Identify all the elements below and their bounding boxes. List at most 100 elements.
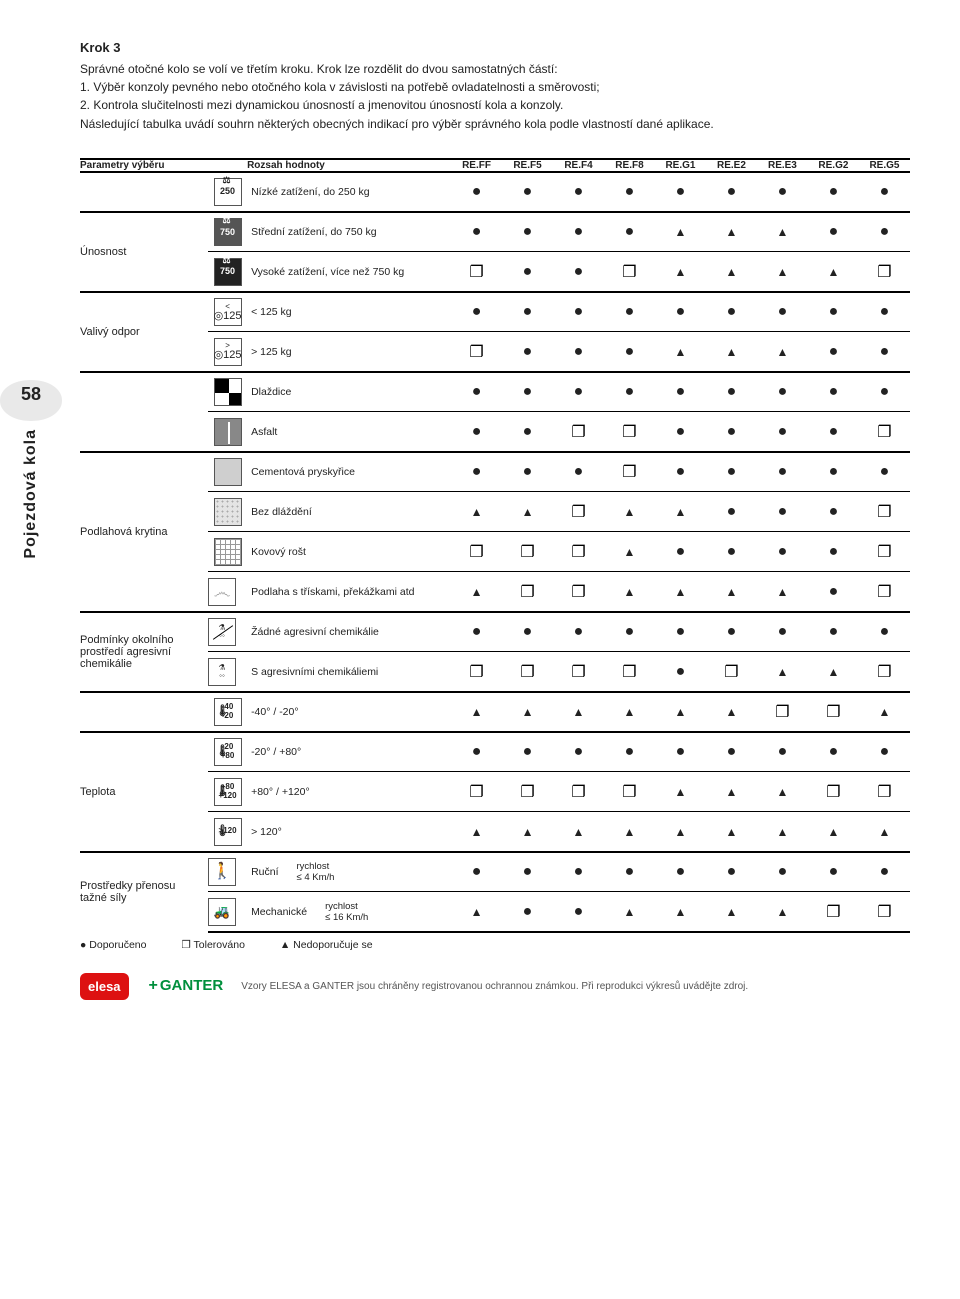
mark-cell: ▲ [655, 892, 706, 932]
mark-cell: ▲ [655, 772, 706, 812]
mark-cell: ▲ [757, 652, 808, 692]
mark-cell: ❐ [757, 692, 808, 732]
mark-cell: ● [451, 172, 502, 212]
mark-cell: ● [859, 732, 910, 772]
mark-cell: ❐ [451, 532, 502, 572]
table-row: Dlaždice●●●●●●●●● [80, 372, 910, 412]
mark-cell: ▲ [655, 572, 706, 612]
intro-i2: 2. Kontrola slučitelnosti mezi dynamicko… [80, 97, 910, 113]
mark-cell: ● [553, 372, 604, 412]
hdr-col: RE.F5 [502, 159, 553, 172]
legend-s: ❐ Tolerováno [181, 939, 261, 951]
row-label: Mechanickérychlost ≤ 16 Km/h [247, 892, 451, 932]
row-label: -20° / +80° [247, 732, 451, 772]
mark-cell: ● [451, 452, 502, 492]
row-label: Vysoké zatížení, více než 750 kg [247, 252, 451, 292]
mark-cell: ▲ [757, 332, 808, 372]
mark-cell: ▲ [757, 812, 808, 852]
mark-cell: ● [451, 212, 502, 252]
mark-cell: ● [502, 732, 553, 772]
mark-cell: ▲ [757, 572, 808, 612]
hdr-col: RE.G1 [655, 159, 706, 172]
mark-cell: ❐ [553, 492, 604, 532]
row-icon [208, 452, 247, 492]
mark-cell: ● [655, 412, 706, 452]
mark-cell: ▲ [808, 812, 859, 852]
mark-cell: ▲ [604, 692, 655, 732]
param-label [80, 372, 208, 452]
mark-cell: ● [757, 372, 808, 412]
row-icon: 🚜 [208, 892, 247, 932]
mark-cell: ● [655, 652, 706, 692]
row-icon: <◎125 [208, 292, 247, 332]
mark-cell: ▲ [808, 652, 859, 692]
table-row: 250Nízké zatížení, do 250 kg●●●●●●●●● [80, 172, 910, 212]
mark-cell: ❐ [706, 652, 757, 692]
row-label: Cementová pryskyřice [247, 452, 451, 492]
page-number: 58 [0, 384, 62, 405]
row-icon: ⚗◦◦ [208, 612, 247, 652]
hdr-col: RE.FF [451, 159, 502, 172]
mark-cell: ▲ [655, 332, 706, 372]
mark-cell: ▲ [757, 892, 808, 932]
mark-cell: ● [706, 612, 757, 652]
intro-block: Krok 3 Správné otočné kolo se volí ve tř… [80, 40, 910, 132]
mark-cell: ❐ [859, 412, 910, 452]
mark-cell: ▲ [706, 252, 757, 292]
row-icon: 750 [208, 212, 247, 252]
row-icon: 🚶 [208, 852, 247, 892]
mark-cell: ● [502, 332, 553, 372]
param-label: Valivý odpor [80, 292, 208, 372]
mark-cell: ● [655, 732, 706, 772]
sidebar: 58 Pojezdová kola [0, 380, 62, 559]
row-label: Střední zatížení, do 750 kg [247, 212, 451, 252]
mark-cell: ● [451, 412, 502, 452]
mark-cell: ● [502, 292, 553, 332]
mark-cell: ❐ [808, 692, 859, 732]
param-label: Únosnost [80, 212, 208, 292]
mark-cell: ● [859, 292, 910, 332]
mark-cell: ● [655, 172, 706, 212]
mark-cell: ▲ [757, 212, 808, 252]
mark-cell: ❐ [859, 492, 910, 532]
row-label: Podlaha s třískami, překážkami atd [247, 572, 451, 612]
mark-cell: ❐ [502, 532, 553, 572]
mark-cell: ● [553, 612, 604, 652]
mark-cell: ● [757, 292, 808, 332]
mark-cell: ● [757, 732, 808, 772]
mark-cell: ▲ [859, 812, 910, 852]
mark-cell: ❐ [502, 652, 553, 692]
mark-cell: ❐ [451, 252, 502, 292]
mark-cell: ▲ [451, 572, 502, 612]
table-row: Prostředky přenosu tažné síly🚶Ručnírychl… [80, 852, 910, 892]
mark-cell: ● [808, 212, 859, 252]
row-icon [208, 492, 247, 532]
mark-cell: ● [706, 532, 757, 572]
mark-cell: ● [655, 452, 706, 492]
mark-cell: ● [859, 332, 910, 372]
row-label: < 125 kg [247, 292, 451, 332]
mark-cell: ❐ [553, 532, 604, 572]
mark-cell: ● [706, 292, 757, 332]
mark-cell: ❐ [451, 332, 502, 372]
mark-cell: ❐ [553, 572, 604, 612]
mark-cell: ● [502, 372, 553, 412]
mark-cell: ● [604, 172, 655, 212]
table-row: Podmínky okolního prostředí agresivní ch… [80, 612, 910, 652]
legend-t: ▲ Nedoporučuje se [280, 939, 389, 951]
mark-cell: ▲ [706, 892, 757, 932]
mark-cell: ● [553, 852, 604, 892]
table-row: Podlahová krytinaCementová pryskyřice●●●… [80, 452, 910, 492]
mark-cell: ❐ [808, 772, 859, 812]
mark-cell: ❐ [604, 652, 655, 692]
mark-cell: ● [808, 372, 859, 412]
logo-elesa: elesa [80, 973, 129, 1000]
mark-cell: ● [808, 412, 859, 452]
mark-cell: ❐ [604, 452, 655, 492]
mark-cell: ▲ [604, 892, 655, 932]
mark-cell: ● [808, 452, 859, 492]
mark-cell: ● [604, 292, 655, 332]
mark-cell: ❐ [451, 652, 502, 692]
mark-cell: ● [757, 452, 808, 492]
mark-cell: ● [757, 612, 808, 652]
